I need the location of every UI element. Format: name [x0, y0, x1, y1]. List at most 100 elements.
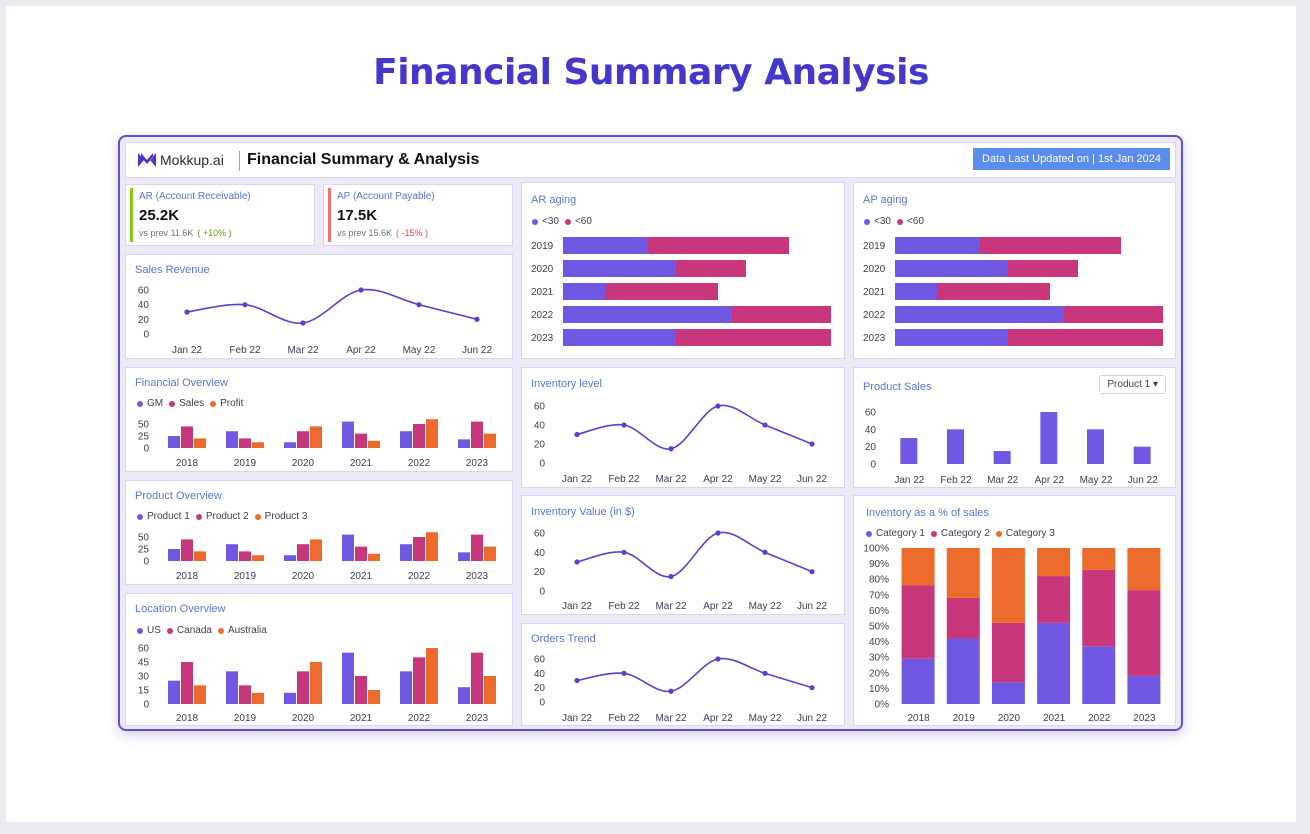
- inventory-level-title: Inventory level: [531, 378, 602, 390]
- product-sales-title: Product Sales: [863, 381, 932, 393]
- product-sales-chart: 60 40 20 0 Jan 22 Feb 22 Mar 22 Apr 22 May 22 Jun…: [865, 408, 1158, 487]
- inventory-pct-xtick: 2020: [998, 713, 1021, 724]
- inventory-level-xtick: Jan 22: [562, 474, 592, 485]
- product-overview-bar: [413, 537, 425, 561]
- financial-overview-xtick: 2023: [466, 458, 489, 469]
- logo[interactable]: Mokkup.ai: [138, 152, 224, 168]
- product-overview-card[interactable]: Product Overview Product 1 Product 2 Pro…: [125, 480, 513, 585]
- inventory-pct-bar-cat1: [1127, 675, 1161, 704]
- financial-overview-bar: [194, 438, 206, 448]
- financial-overview-bar: [355, 433, 367, 448]
- legend-ap-lt60-label: <60: [906, 216, 924, 227]
- product-overview-bar: [284, 555, 296, 561]
- product-sales-xtick: Feb 22: [940, 475, 972, 486]
- inventory-pct-ytick: 60%: [869, 606, 889, 617]
- product-overview-ytick: 25: [138, 545, 150, 556]
- product-overview-bar: [368, 553, 380, 561]
- orders-trend-xtick: Mar 22: [655, 713, 687, 724]
- ar-aging-bar-lt60: [676, 329, 831, 346]
- ar-aging-card[interactable]: AR aging <30 <60 2019 2020 2021 2022 2023: [521, 182, 845, 359]
- legend-sales-label: Sales: [179, 398, 205, 409]
- orders-trend-point: [762, 670, 768, 676]
- location-overview-bar: [284, 692, 296, 704]
- inventory-pct-bar-cat1: [901, 658, 935, 704]
- ap-change: ( -15% ): [396, 228, 429, 238]
- orders-trend-card[interactable]: Orders Trend 60 40 20 0 Jan 22 Feb 22 Mar 22 Ap…: [521, 623, 845, 726]
- inventory-pct-ytick: 40%: [869, 637, 889, 648]
- product-overview-bar: [484, 546, 496, 561]
- inventory-value-line: [576, 531, 813, 578]
- inventory-value-chart: 60 40 20 0 Jan 22 Feb 22 Mar 22 Apr 22 May 22 Jun…: [534, 529, 828, 613]
- ar-aging-bar-lt30: [563, 283, 605, 300]
- sales-revenue-ytick: 40: [138, 300, 150, 311]
- location-overview-ytick: 0: [143, 700, 149, 711]
- legend-canada-dot: [166, 627, 173, 634]
- product-overview-xtick: 2022: [408, 571, 431, 582]
- inventory-pct-card[interactable]: Inventory as a % of sales Category 1 Cat…: [853, 495, 1176, 726]
- product-overview-bar: [239, 551, 251, 561]
- inventory-pct-bar-cat1: [991, 682, 1025, 704]
- inventory-pct-xtick: 2023: [1133, 713, 1156, 724]
- inventory-level-point: [621, 422, 627, 428]
- orders-trend-ytick: 0: [539, 698, 545, 709]
- ar-aging-bar-lt30: [563, 260, 676, 277]
- sales-revenue-xtick: May 22: [403, 345, 436, 356]
- product-overview-xtick: 2020: [292, 571, 315, 582]
- product-sales-ytick: 0: [870, 460, 876, 471]
- inventory-pct-title: Inventory as a % of sales: [866, 507, 989, 519]
- product-sales-card[interactable]: Product Sales Product 1 ▾ 60 40 20 0 Jan 22 F…: [853, 367, 1176, 488]
- ap-prev-value: vs prev 15.6K: [337, 228, 393, 238]
- inventory-pct-bar-cat2: [991, 622, 1025, 683]
- legend-profit-label: Profit: [220, 398, 244, 409]
- financial-overview-bar: [413, 424, 425, 448]
- ar-aging-bar-lt30: [563, 306, 732, 323]
- financial-overview-xtick: 2018: [176, 458, 199, 469]
- inventory-level-card[interactable]: Inventory level 60 40 20 0 Jan 22 Feb 22 Mar 2…: [521, 367, 845, 488]
- inventory-pct-bar-cat3: [901, 548, 935, 586]
- location-overview-bar: [458, 687, 470, 704]
- product-sales-ytick: 60: [865, 408, 877, 419]
- orders-trend-point: [809, 685, 815, 691]
- legend-product-1: Product 1: [137, 511, 190, 522]
- inventory-pct-ytick: 70%: [869, 590, 889, 601]
- location-overview-xtick: 2023: [466, 713, 489, 724]
- ap-kpi-card[interactable]: AP (Account Payable) 17.5K vs prev 15.6K…: [323, 184, 513, 246]
- product-select-dropdown[interactable]: Product 1 ▾: [1099, 375, 1166, 394]
- last-updated-badge: Data Last Updated on | 1st Jan 2024: [973, 148, 1170, 170]
- legend-australia: Australia: [217, 625, 267, 636]
- legend-product-2-dot: [195, 513, 202, 520]
- inventory-pct-ytick: 100%: [863, 544, 889, 555]
- sales-revenue-xtick: Mar 22: [287, 345, 319, 356]
- location-overview-card[interactable]: Location Overview US Canada Australia 60…: [125, 593, 513, 726]
- ar-kpi-card[interactable]: AR (Account Receivable) 25.2K vs prev 11…: [125, 184, 315, 246]
- ap-aging-legend: <30 <60: [864, 216, 924, 227]
- legend-ar-lt30-dot: [532, 218, 538, 225]
- sales-revenue-point: [416, 302, 422, 308]
- financial-overview-ytick: 25: [138, 432, 150, 443]
- logo-text: Mokkup.ai: [160, 152, 224, 168]
- ap-aging-card[interactable]: AP aging <30 <60 2019 2020 2021 2022 2023: [853, 182, 1176, 359]
- location-overview-bar: [342, 652, 354, 704]
- product-overview-xtick: 2023: [466, 571, 489, 582]
- ap-aging-bar-lt60: [1008, 329, 1163, 346]
- inventory-value-card[interactable]: Inventory Value (in $) 60 40 20 0 Jan 22 Feb …: [521, 495, 845, 615]
- financial-overview-card[interactable]: Financial Overview GM Sales Profit 50 25 0…: [125, 367, 513, 472]
- ap-aging-chart: 2019 2020 2021 2022 2023: [863, 237, 1163, 346]
- dashboard-header: Mokkup.ai Financial Summary & Analysis D…: [125, 142, 1176, 178]
- financial-overview-bar: [252, 442, 264, 448]
- inventory-pct-chart: 100% 90% 80% 70% 60% 50% 40% 30% 20% 10% 0% 2018 201…: [863, 544, 1161, 724]
- product-overview-bar: [342, 534, 354, 561]
- product-sales-bar: [1133, 446, 1151, 464]
- product-overview-xtick: 2018: [176, 571, 199, 582]
- sales-revenue-card[interactable]: Sales Revenue 60 40 20 0 Jan 22 Feb 22 Mar 22 A…: [125, 254, 513, 359]
- product-sales-xtick: May 22: [1080, 475, 1113, 486]
- ar-aging-ytick: 2021: [531, 287, 554, 298]
- financial-overview-bar: [181, 426, 193, 448]
- sales-revenue-line: [186, 288, 478, 324]
- product-sales-bar: [1040, 412, 1058, 464]
- product-sales-xtick: Jan 22: [894, 475, 924, 486]
- dashboard-title: Financial Summary & Analysis: [247, 151, 480, 168]
- ap-aging-bar-lt30: [895, 260, 1008, 277]
- product-overview-bar: [471, 534, 483, 561]
- location-overview-xtick: 2020: [292, 713, 315, 724]
